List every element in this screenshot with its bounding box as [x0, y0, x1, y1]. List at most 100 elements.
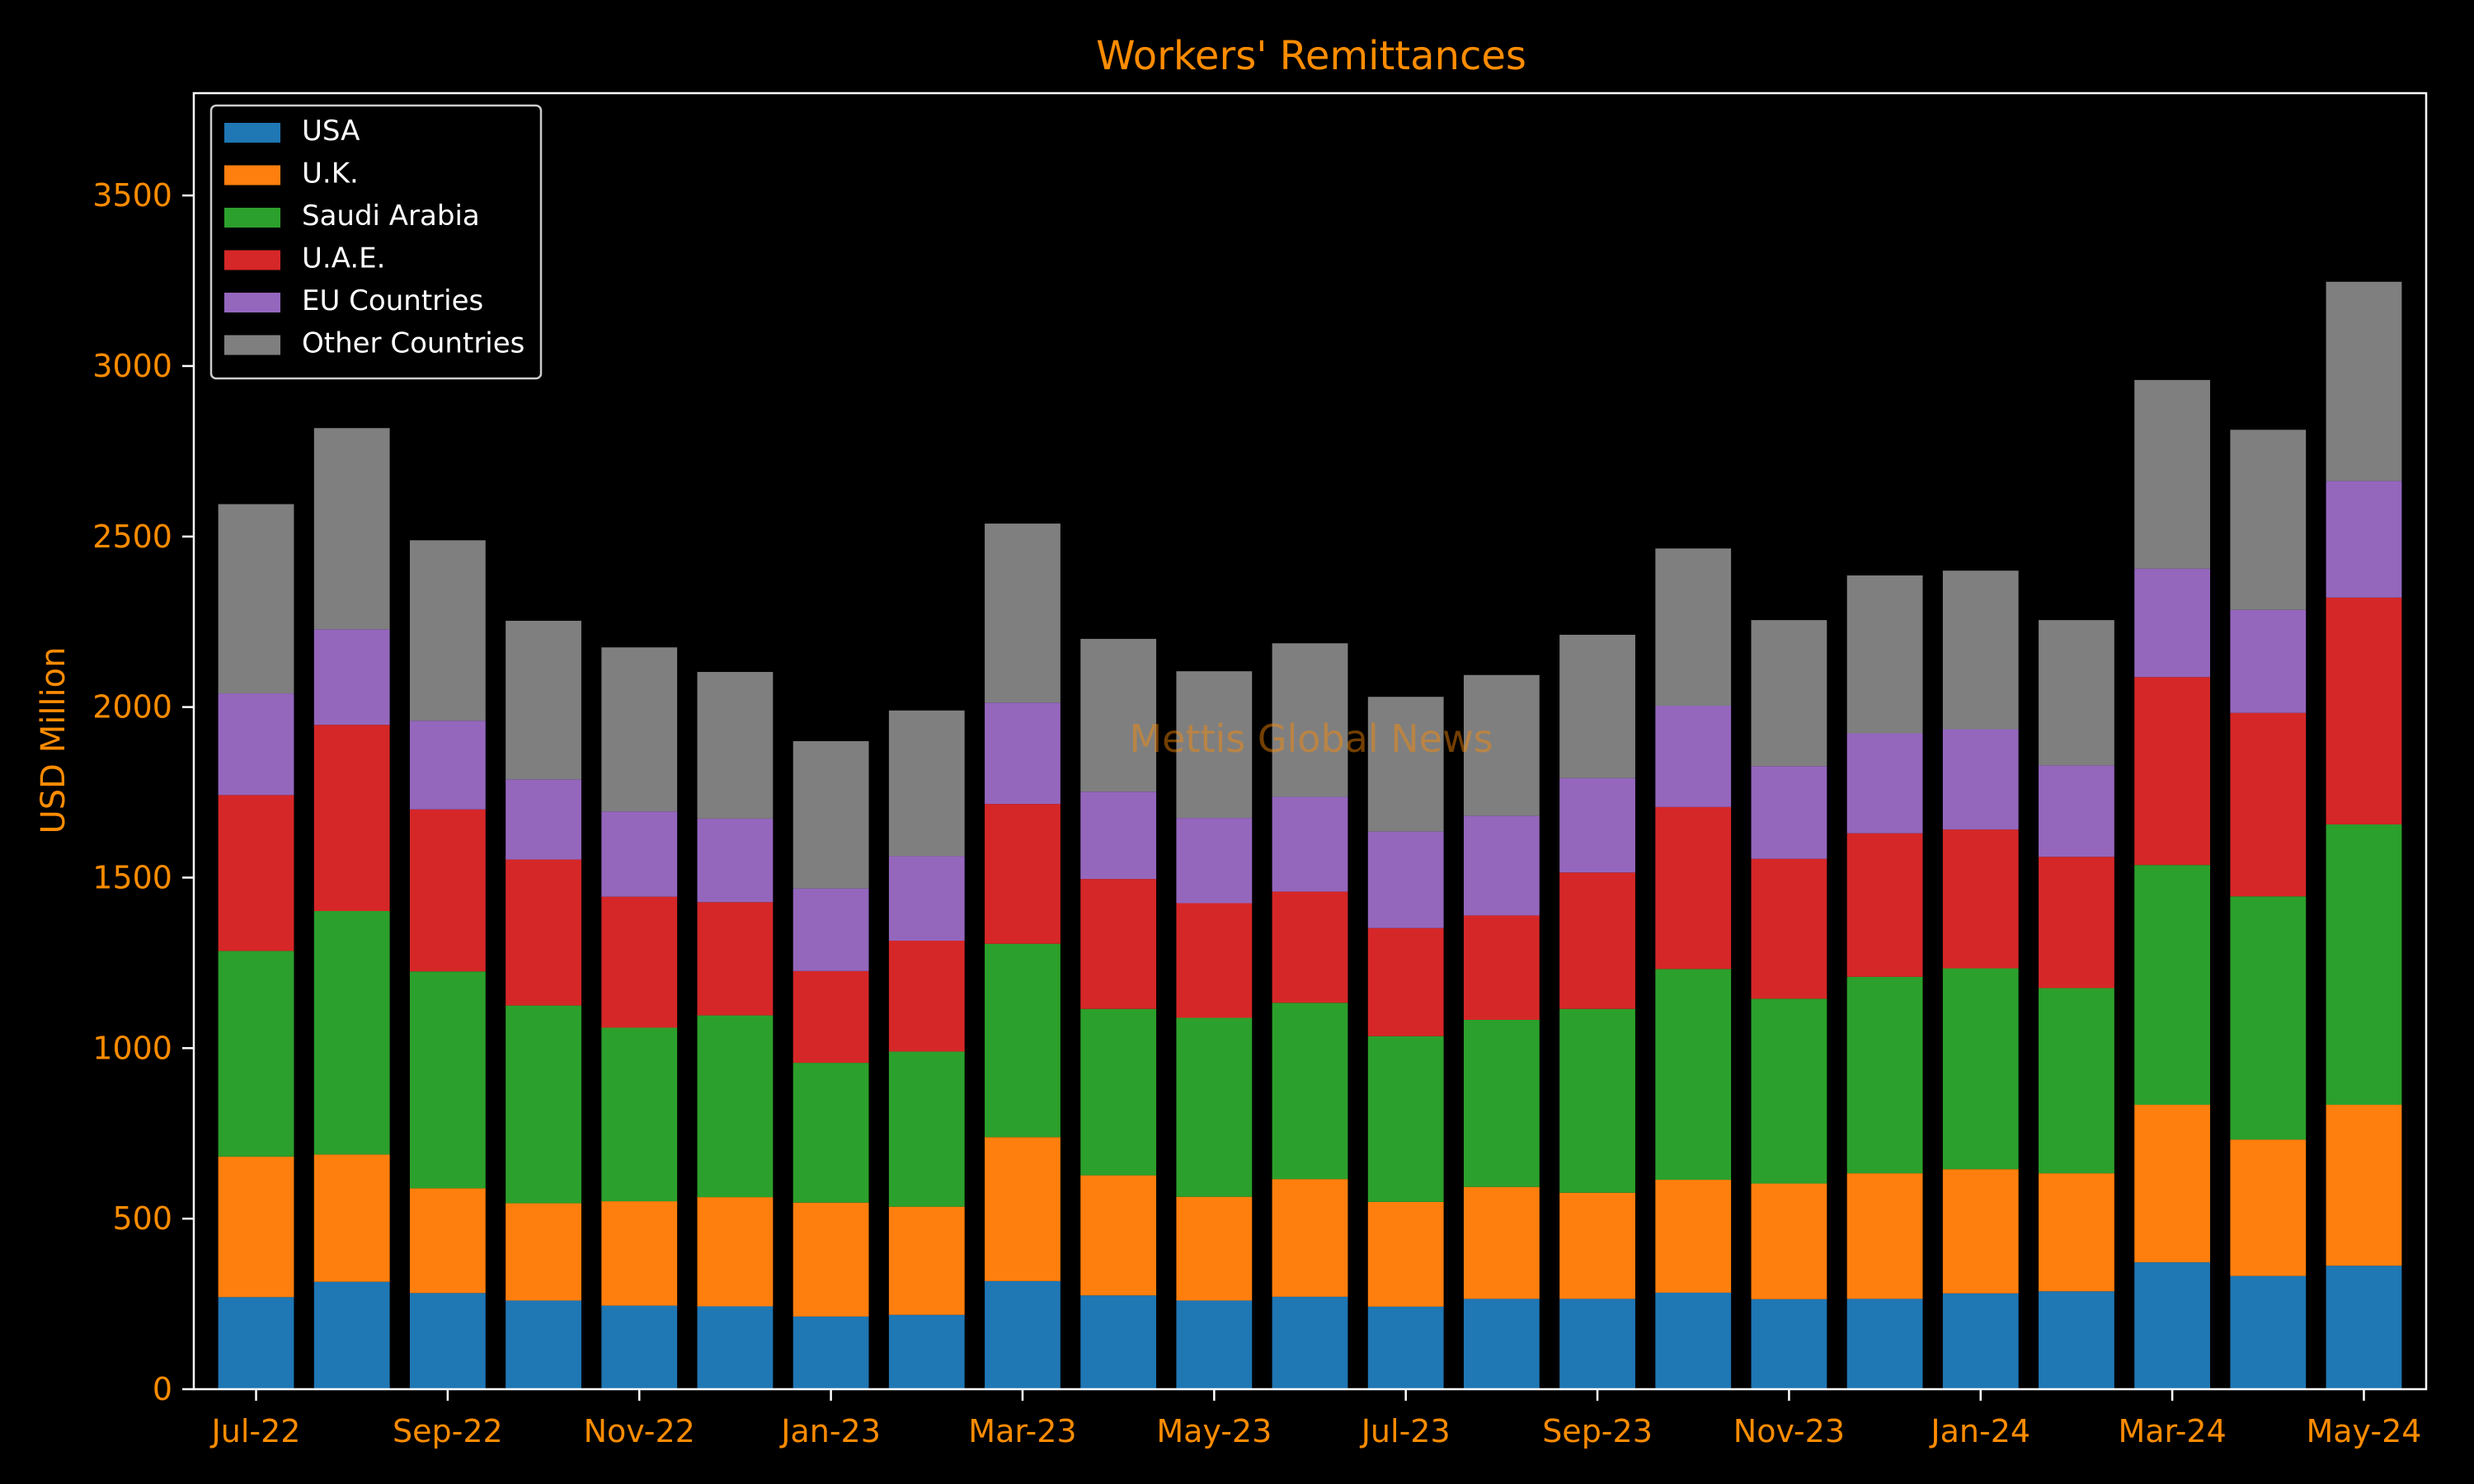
bar-segment-u-k--jul-22: [218, 1156, 294, 1298]
x-tick-label: Jul-23: [1360, 1413, 1451, 1449]
bar-segment-eu-countries-mar-24: [2134, 568, 2211, 678]
x-tick-label: Sep-23: [1542, 1413, 1653, 1449]
bar-segment-other-countries-feb-24: [2039, 620, 2114, 766]
bar-segment-eu-countries-aug-23: [1463, 815, 1540, 916]
bar-segment-u-a-e--jul-23: [1367, 928, 1444, 1036]
bar-segment-u-a-e--jan-23: [793, 970, 869, 1064]
bar-segment-eu-countries-jan-23: [793, 888, 869, 971]
bar-segment-u-a-e--apr-24: [2230, 712, 2307, 897]
bar-segment-usa-jan-24: [1942, 1293, 2019, 1389]
bar-segment-usa-oct-23: [1655, 1292, 1732, 1389]
bar-segment-saudi-arabia-may-23: [1176, 1017, 1253, 1197]
bar-segment-u-k--feb-24: [2039, 1173, 2114, 1292]
bar-segment-eu-countries-oct-22: [506, 779, 581, 860]
bar-segment-saudi-arabia-apr-24: [2230, 896, 2307, 1140]
bar-segment-other-countries-oct-23: [1655, 548, 1732, 706]
y-tick-label: 3500: [92, 177, 172, 214]
bar-segment-usa-dec-22: [697, 1306, 774, 1389]
bar-segment-saudi-arabia-jun-23: [1272, 1003, 1348, 1180]
bar-segment-u-k--apr-23: [1080, 1175, 1157, 1296]
bar-segment-u-a-e--dec-22: [697, 902, 774, 1016]
y-tick-label: 0: [153, 1371, 172, 1407]
bar-segment-other-countries-jul-23: [1367, 697, 1444, 832]
bar-segment-eu-countries-jun-23: [1272, 796, 1348, 892]
bar-segment-saudi-arabia-nov-22: [601, 1027, 678, 1202]
legend-label: U.K.: [302, 157, 359, 190]
bar-segment-eu-countries-jul-22: [218, 693, 294, 796]
bar-segment-saudi-arabia-aug-23: [1463, 1019, 1540, 1187]
bar-segment-saudi-arabia-jan-24: [1942, 968, 2019, 1170]
bar-segment-usa-feb-23: [888, 1314, 965, 1389]
x-tick-label: May-23: [1156, 1413, 1272, 1449]
legend-label: Other Countries: [302, 327, 524, 360]
bar-segment-usa-aug-22: [313, 1281, 390, 1389]
bar-segment-eu-countries-apr-23: [1080, 791, 1157, 880]
bar-segment-u-k--mar-23: [985, 1137, 1061, 1281]
bar-segment-u-a-e--feb-24: [2039, 857, 2114, 989]
bar-segment-usa-jul-23: [1367, 1306, 1444, 1389]
y-tick-label: 2500: [92, 519, 172, 555]
y-tick-label: 2000: [92, 689, 172, 726]
bar-segment-other-countries-apr-24: [2230, 430, 2307, 610]
x-tick-label: Jul-22: [210, 1413, 301, 1449]
bar-segment-u-a-e--aug-23: [1463, 915, 1540, 1020]
bar-segment-saudi-arabia-apr-23: [1080, 1008, 1157, 1176]
bar-segment-u-k--may-23: [1176, 1196, 1253, 1301]
bar-segment-eu-countries-oct-23: [1655, 705, 1732, 807]
bar-segment-u-a-e--nov-23: [1751, 858, 1827, 999]
legend-swatch: [224, 165, 280, 186]
bar-segment-u-a-e--sep-23: [1559, 872, 1635, 1009]
bar-segment-u-a-e--feb-23: [888, 941, 965, 1052]
bar-segment-other-countries-nov-23: [1751, 620, 1827, 767]
bar-segment-u-k--jan-23: [793, 1202, 869, 1317]
bar-segment-usa-oct-22: [506, 1300, 581, 1389]
bar-segment-u-a-e--sep-22: [409, 809, 486, 972]
x-tick-label: Mar-23: [968, 1413, 1076, 1449]
y-tick-label: 500: [112, 1200, 172, 1237]
legend: USA U.K. Saudi Arabia U.A.E. EU Countries Oth…: [209, 104, 543, 380]
bar-segment-other-countries-dec-23: [1846, 575, 1923, 734]
bar-segment-other-countries-jan-24: [1942, 571, 2019, 730]
legend-swatch: [224, 123, 280, 143]
bar-segment-u-k--oct-23: [1655, 1180, 1732, 1293]
bar-segment-u-a-e--jun-23: [1272, 891, 1348, 1003]
bar-segment-u-a-e--jan-24: [1942, 829, 2019, 969]
bar-segment-u-k--nov-22: [601, 1201, 678, 1306]
x-tick-label: Sep-22: [393, 1413, 503, 1449]
bar-segment-u-k--dec-23: [1846, 1173, 1923, 1299]
legend-label: U.A.E.: [302, 242, 385, 275]
bar-segment-eu-countries-nov-23: [1751, 766, 1827, 859]
bar-segment-eu-countries-apr-24: [2230, 609, 2307, 713]
bar-segment-u-k--feb-23: [888, 1206, 965, 1315]
bar-segment-u-k--jul-23: [1367, 1201, 1444, 1307]
bar-segment-other-countries-aug-23: [1463, 674, 1540, 816]
x-tick-label: Mar-24: [2118, 1413, 2226, 1449]
bar-segment-u-a-e--apr-23: [1080, 879, 1157, 1009]
bar-segment-u-k--jan-24: [1942, 1169, 2019, 1294]
bar-segment-saudi-arabia-may-24: [2326, 824, 2402, 1105]
bar-segment-u-a-e--oct-23: [1655, 806, 1732, 970]
bar-segment-other-countries-feb-23: [888, 710, 965, 857]
x-tick-label: Nov-22: [584, 1413, 695, 1449]
bar-segment-saudi-arabia-feb-24: [2039, 988, 2114, 1174]
bar-segment-u-a-e--may-24: [2326, 597, 2402, 824]
bar-segment-other-countries-aug-22: [313, 428, 390, 630]
legend-label: Saudi Arabia: [302, 200, 480, 232]
y-tick-label: 1500: [92, 859, 172, 895]
bar-segment-u-a-e--mar-24: [2134, 677, 2211, 866]
legend-swatch: [224, 208, 280, 228]
bar-segment-u-a-e--aug-22: [313, 725, 390, 912]
y-tick-label: 1000: [92, 1030, 172, 1066]
bar-segment-usa-nov-22: [601, 1305, 678, 1389]
bar-segment-usa-sep-23: [1559, 1298, 1635, 1389]
bar-segment-other-countries-sep-23: [1559, 634, 1635, 778]
bar-segment-usa-may-23: [1176, 1300, 1253, 1389]
bar-segment-u-k--mar-24: [2134, 1104, 2211, 1263]
bar-segment-usa-mar-23: [985, 1280, 1061, 1389]
bar-segment-eu-countries-aug-22: [313, 629, 390, 726]
bar-segment-usa-sep-22: [409, 1293, 486, 1389]
bar-segment-other-countries-may-23: [1176, 671, 1253, 819]
axes-layer: 0 500 1000 1500 2000 2500 3000 3500 Jul-22 Sep-22…: [92, 92, 2428, 1449]
bar-segment-eu-countries-mar-23: [985, 702, 1061, 805]
